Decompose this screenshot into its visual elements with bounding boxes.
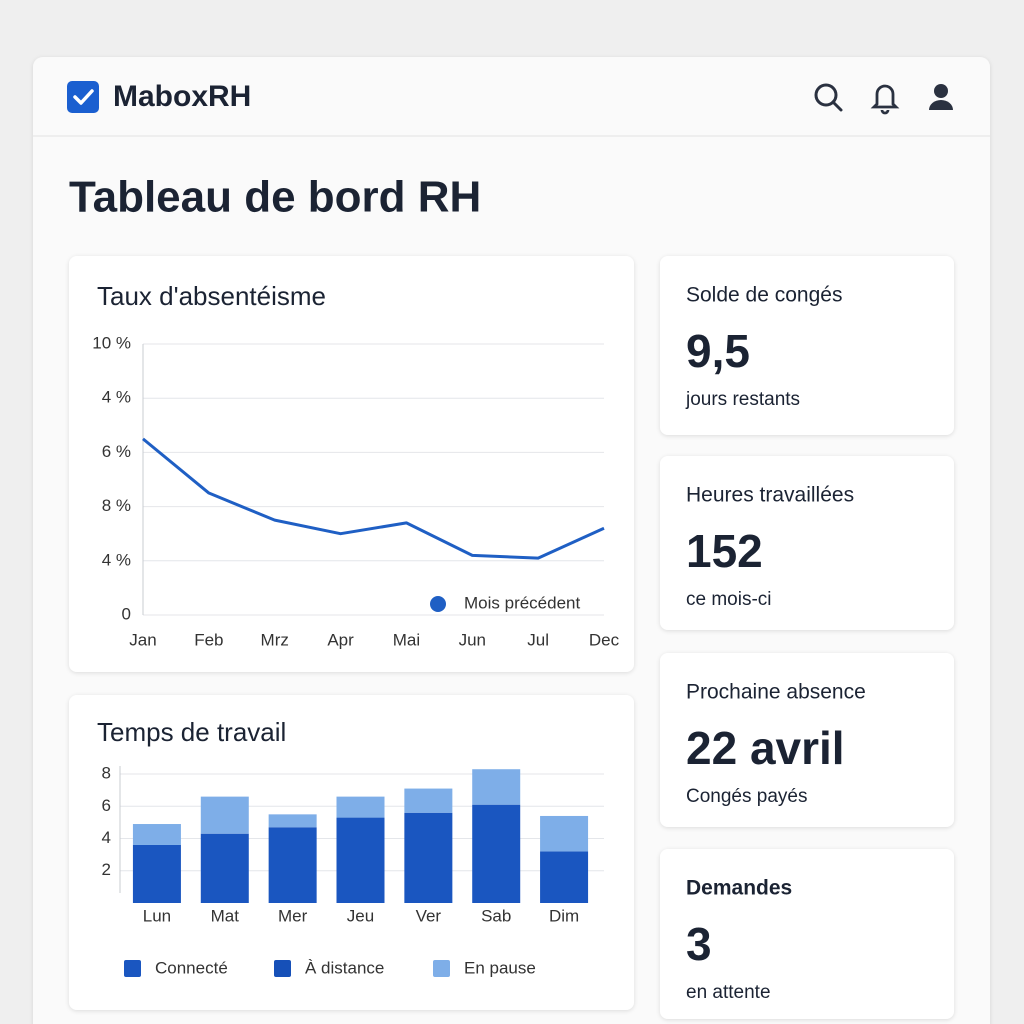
x-tick-label: Mai (393, 630, 420, 649)
chart-title: Taux d'absentéisme (97, 281, 326, 311)
bar-segment (132, 844, 181, 903)
bar-segment (200, 796, 249, 834)
bar-segment (132, 824, 181, 845)
x-tick-label: Apr (327, 630, 354, 649)
y-tick-label: 4 % (102, 550, 131, 569)
y-tick-label: 2 (102, 860, 111, 879)
logo-check (73, 89, 94, 105)
legend-swatch (433, 960, 450, 977)
bar-segment (472, 804, 521, 903)
x-tick-label: Mer (278, 906, 308, 925)
stat-caption: en attente (686, 982, 771, 1003)
stat-value: 22 avril (686, 722, 845, 774)
legend-swatch (274, 960, 291, 977)
x-tick-label: Jun (459, 630, 486, 649)
legend-swatch (124, 960, 141, 977)
y-tick-label: 10 % (92, 333, 131, 352)
x-tick-label: Dec (589, 630, 620, 649)
bar-segment (540, 815, 589, 852)
y-tick-label: 0 (122, 604, 131, 623)
bar-segment (336, 796, 385, 818)
y-tick-label: 6 (102, 796, 111, 815)
y-tick-label: 4 (102, 828, 111, 847)
stat-value: 3 (686, 918, 712, 970)
x-tick-label: Jeu (347, 906, 374, 925)
x-tick-label: Jul (527, 630, 549, 649)
legend-label: Connecté (155, 958, 228, 977)
x-tick-label: Mrz (261, 630, 289, 649)
bar-segment (404, 812, 453, 903)
legend-label: Mois précédent (464, 593, 581, 612)
bar-segment (404, 788, 453, 813)
y-tick-label: 4 % (102, 388, 131, 407)
line (142, 437, 605, 560)
search-icon[interactable] (814, 83, 843, 112)
stat-label: Prochaine absence (686, 681, 866, 704)
x-tick-label: Lun (143, 906, 171, 925)
x-tick-label: Feb (194, 630, 223, 649)
stat-label: Solde de congés (686, 284, 842, 307)
page-title: Tableau de bord RH (69, 173, 481, 222)
chart-title: Temps de travail (97, 717, 286, 747)
bar-segment (472, 769, 521, 805)
stat-value: 152 (686, 525, 763, 577)
stat-value: 9,5 (686, 325, 750, 377)
legend-label: En pause (464, 958, 536, 977)
stat-caption: jours restants (685, 389, 800, 410)
x-tick-label: Ver (416, 906, 442, 925)
y-tick-label: 8 % (102, 496, 131, 515)
x-tick-label: Mat (211, 906, 240, 925)
stat-card (660, 456, 954, 630)
y-tick-label: 6 % (102, 442, 131, 461)
bar-segment (540, 851, 589, 903)
bar-segment (200, 833, 249, 903)
bell-icon[interactable] (870, 84, 900, 115)
bar-segment (268, 814, 317, 828)
y-tick-label: 8 (102, 764, 111, 783)
stat-label: Heures travaillées (686, 484, 854, 507)
stat-label: Demandes (686, 877, 792, 900)
bar-segment (336, 817, 385, 903)
legend-label: À distance (305, 958, 384, 977)
x-tick-label: Sab (481, 906, 511, 925)
stat-card (660, 256, 954, 435)
stat-caption: Congés payés (686, 786, 807, 807)
x-tick-label: Jan (129, 630, 156, 649)
user-icon[interactable] (929, 84, 953, 110)
stat-card (660, 849, 954, 1019)
legend-marker (430, 596, 446, 612)
x-tick-label: Dim (549, 906, 579, 925)
bar-segment (268, 827, 317, 903)
stat-caption: ce mois-ci (686, 589, 772, 610)
logo (67, 81, 99, 113)
brand: MaboxRH (113, 80, 251, 113)
absence-card (69, 256, 634, 672)
stat-card (660, 653, 954, 827)
